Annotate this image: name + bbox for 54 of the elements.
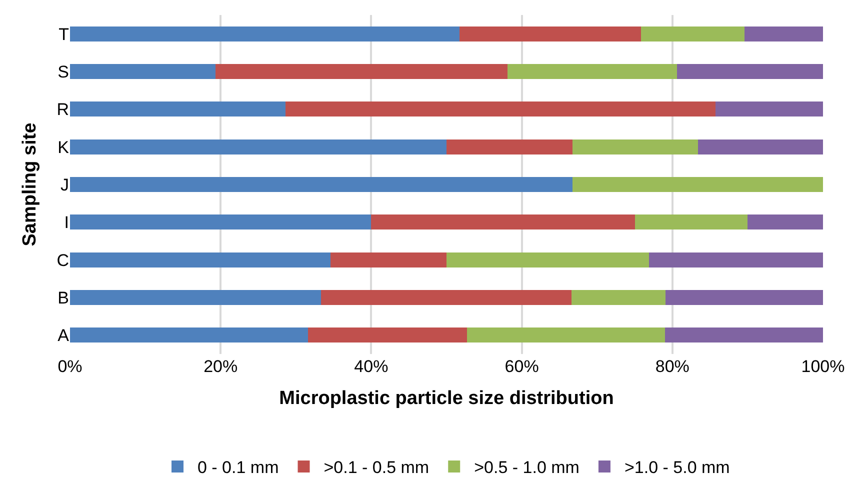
x-tick-label: 100% [801,357,845,376]
bar [320,290,572,306]
bar [330,252,446,268]
bar [459,26,641,42]
bar [666,290,823,306]
bar [70,26,460,42]
y-tick-label: K [58,138,70,157]
bar [371,214,635,230]
bar [748,214,823,230]
bar [70,328,308,343]
y-tick-label: A [58,326,70,346]
bar [507,64,677,80]
bar [70,64,216,80]
x-axis-title: Microplastic particle size distribution [279,388,614,409]
bar [744,26,823,42]
y-axis-title: Sampling site [20,122,41,246]
legend-label: >0.1 - 0.5 mm [324,458,430,478]
bar [664,328,823,343]
bar [634,214,748,230]
bar [285,102,716,117]
x-tick-label: 60% [504,357,539,376]
bar [649,252,823,268]
legend-label: 0 - 0.1 mm [198,458,279,478]
bar [70,176,572,192]
bar [70,214,372,230]
bar [446,252,650,268]
x-tick-label: 0% [58,357,82,376]
bar [698,139,823,154]
y-tick-label: R [56,100,69,120]
y-tick-label: S [58,62,69,82]
bar [446,139,572,154]
bar [466,328,665,343]
bar [70,290,321,306]
bar [70,102,286,117]
bar [640,26,745,42]
bar [572,139,698,154]
legend-label: >0.5 - 1.0 mm [474,458,580,478]
legend-label: >1.0 - 5.0 mm [624,458,730,478]
y-tick-label: T [58,24,69,44]
bar [70,252,331,268]
y-tick-label: J [60,175,69,194]
x-tick-label: 40% [354,357,388,376]
bar [715,102,823,117]
bar [676,64,823,80]
bar [572,290,666,306]
bar [308,328,467,343]
y-tick-label: B [58,288,69,308]
y-tick-label: I [64,213,69,232]
bar [70,139,446,154]
y-tick-label: C [56,250,69,270]
x-tick-label: 80% [655,357,690,376]
bar [572,176,823,192]
x-tick-label: 20% [204,357,238,376]
bar [215,64,508,80]
